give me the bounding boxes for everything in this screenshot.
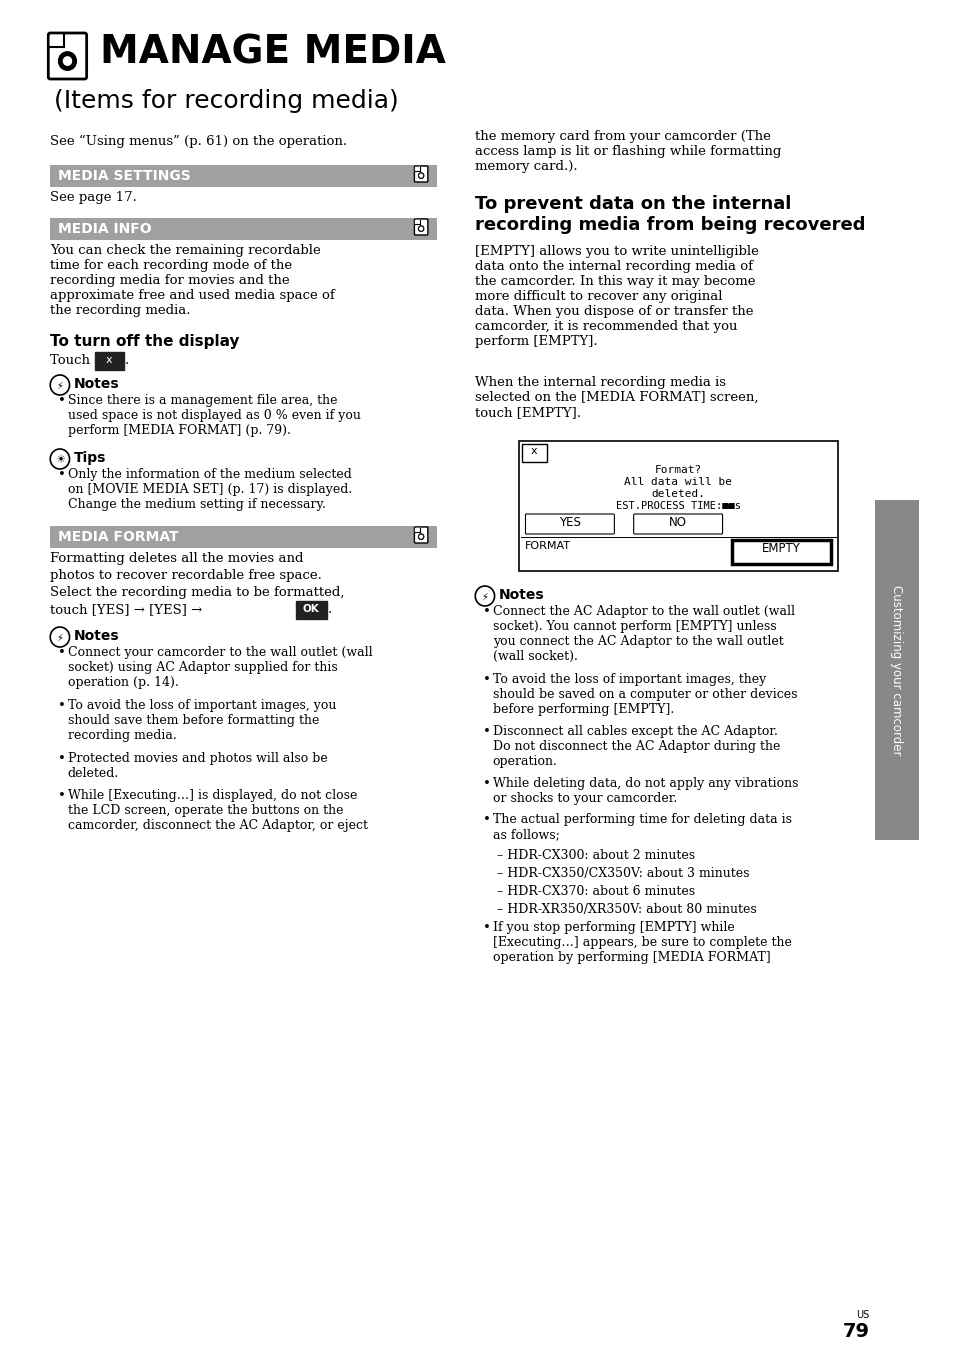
Text: – HDR-CX350/CX350V: about 3 minutes: – HDR-CX350/CX350V: about 3 minutes	[496, 867, 748, 879]
Circle shape	[417, 533, 424, 540]
Text: – HDR-CX370: about 6 minutes: – HDR-CX370: about 6 minutes	[496, 885, 694, 898]
Text: 79: 79	[841, 1322, 868, 1341]
Text: Notes: Notes	[73, 630, 119, 643]
Text: .: .	[125, 354, 129, 366]
Text: •: •	[482, 813, 491, 826]
Text: •: •	[482, 778, 491, 790]
Text: •: •	[482, 673, 491, 687]
Text: •: •	[58, 646, 66, 660]
Bar	[415, 167, 419, 171]
Text: EST.PROCESS TIME:■■s: EST.PROCESS TIME:■■s	[615, 501, 740, 512]
Text: Since there is a management file area, the
used space is not displayed as 0 % ev: Since there is a management file area, t…	[68, 394, 360, 437]
Text: •: •	[58, 752, 66, 765]
Text: – HDR-XR350/XR350V: about 80 minutes: – HDR-XR350/XR350V: about 80 minutes	[496, 902, 756, 916]
Circle shape	[419, 227, 422, 231]
Text: touch [YES] → [YES] →: touch [YES] → [YES] →	[51, 603, 207, 616]
Bar	[51, 35, 65, 46]
Text: OK: OK	[302, 604, 319, 613]
FancyBboxPatch shape	[414, 527, 427, 543]
Bar	[51, 527, 436, 548]
Text: The actual performing time for deleting data is
as follows;: The actual performing time for deleting …	[492, 813, 791, 841]
Text: While deleting data, do not apply any vibrations
or shocks to your camcorder.: While deleting data, do not apply any vi…	[492, 778, 798, 805]
Text: To prevent data on the internal
recording media from being recovered: To prevent data on the internal recordin…	[475, 195, 865, 233]
Circle shape	[419, 174, 422, 176]
Bar	[51, 166, 436, 187]
Circle shape	[419, 535, 422, 539]
Circle shape	[417, 225, 424, 232]
Text: ☀: ☀	[55, 455, 65, 465]
FancyBboxPatch shape	[94, 351, 124, 370]
Text: Formatting deletes all the movies and: Formatting deletes all the movies and	[51, 552, 303, 565]
FancyBboxPatch shape	[49, 33, 87, 79]
Text: MANAGE MEDIA: MANAGE MEDIA	[100, 33, 446, 71]
Text: ⚡: ⚡	[56, 632, 63, 643]
Text: •: •	[482, 605, 491, 617]
Text: Tips: Tips	[73, 451, 106, 465]
Text: Format?: Format?	[654, 465, 701, 475]
Text: Protected movies and photos will also be
deleted.: Protected movies and photos will also be…	[68, 752, 327, 780]
Bar	[51, 218, 436, 240]
Text: deleted.: deleted.	[651, 489, 704, 499]
Text: See “Using menus” (p. 61) on the operation.: See “Using menus” (p. 61) on the operati…	[51, 134, 347, 148]
Text: •: •	[58, 394, 66, 407]
Text: MEDIA FORMAT: MEDIA FORMAT	[58, 531, 178, 544]
Text: Touch: Touch	[51, 354, 94, 366]
Text: •: •	[58, 699, 66, 712]
Text: Only the information of the medium selected
on [MOVIE MEDIA SET] (p. 17) is disp: Only the information of the medium selec…	[68, 468, 352, 512]
Bar	[518, 441, 837, 571]
Text: [EMPTY] allows you to write unintelligible
data onto the internal recording medi: [EMPTY] allows you to write unintelligib…	[475, 246, 759, 347]
Text: When the internal recording media is
selected on the [MEDIA FORMAT] screen,
touc: When the internal recording media is sel…	[475, 376, 758, 419]
Circle shape	[63, 57, 71, 65]
Text: Connect your camcorder to the wall outlet (wall
socket) using AC Adaptor supplie: Connect your camcorder to the wall outle…	[68, 646, 372, 689]
Text: YES: YES	[558, 516, 580, 529]
Text: See page 17.: See page 17.	[51, 191, 137, 204]
Text: If you stop performing [EMPTY] while
[Executing…] appears, be sure to complete t: If you stop performing [EMPTY] while [Ex…	[492, 921, 791, 963]
Text: To avoid the loss of important images, you
should save them before formatting th: To avoid the loss of important images, y…	[68, 699, 335, 742]
Text: ⚡: ⚡	[56, 381, 63, 391]
Text: – HDR-CX300: about 2 minutes: – HDR-CX300: about 2 minutes	[496, 849, 694, 862]
Text: •: •	[482, 725, 491, 738]
Text: FORMAT: FORMAT	[524, 541, 570, 551]
Text: Notes: Notes	[497, 588, 543, 603]
FancyBboxPatch shape	[521, 444, 546, 461]
Circle shape	[58, 52, 76, 71]
Circle shape	[417, 172, 424, 179]
Text: •: •	[58, 788, 66, 802]
Bar	[874, 499, 918, 840]
Text: •: •	[482, 921, 491, 934]
Text: .: .	[327, 603, 332, 616]
Text: Connect the AC Adaptor to the wall outlet (wall
socket). You cannot perform [EMP: Connect the AC Adaptor to the wall outle…	[492, 605, 794, 664]
Bar	[415, 528, 419, 532]
Text: US: US	[855, 1310, 868, 1320]
FancyBboxPatch shape	[633, 514, 721, 535]
Text: Disconnect all cables except the AC Adaptor.
Do not disconnect the AC Adaptor du: Disconnect all cables except the AC Adap…	[492, 725, 780, 768]
FancyBboxPatch shape	[732, 540, 830, 565]
Text: EMPTY: EMPTY	[761, 541, 801, 555]
Text: Notes: Notes	[73, 377, 119, 391]
Text: •: •	[58, 468, 66, 480]
Text: While [Executing…] is displayed, do not close
the LCD screen, operate the button: While [Executing…] is displayed, do not …	[68, 788, 367, 832]
Text: MEDIA INFO: MEDIA INFO	[58, 223, 152, 236]
Text: ⚡: ⚡	[481, 592, 488, 603]
Text: Customizing your camcorder: Customizing your camcorder	[889, 585, 902, 756]
FancyBboxPatch shape	[414, 166, 427, 182]
Text: MEDIA SETTINGS: MEDIA SETTINGS	[58, 170, 191, 183]
Text: NO: NO	[668, 516, 686, 529]
Text: x: x	[530, 446, 537, 456]
Text: Select the recording media to be formatted,: Select the recording media to be formatt…	[51, 586, 344, 598]
Text: To turn off the display: To turn off the display	[51, 334, 239, 349]
Bar	[415, 220, 419, 224]
FancyBboxPatch shape	[295, 601, 326, 619]
Text: photos to recover recordable free space.: photos to recover recordable free space.	[51, 569, 322, 582]
Text: You can check the remaining recordable
time for each recording mode of the
recor: You can check the remaining recordable t…	[51, 244, 335, 318]
FancyBboxPatch shape	[414, 218, 427, 235]
Text: To avoid the loss of important images, they
should be saved on a computer or oth: To avoid the loss of important images, t…	[492, 673, 797, 716]
FancyBboxPatch shape	[525, 514, 614, 535]
Text: x: x	[106, 356, 112, 365]
Text: (Items for recording media): (Items for recording media)	[54, 90, 398, 113]
Text: All data will be: All data will be	[623, 478, 731, 487]
Text: the memory card from your camcorder (The
access lamp is lit or flashing while fo: the memory card from your camcorder (The…	[475, 130, 781, 172]
